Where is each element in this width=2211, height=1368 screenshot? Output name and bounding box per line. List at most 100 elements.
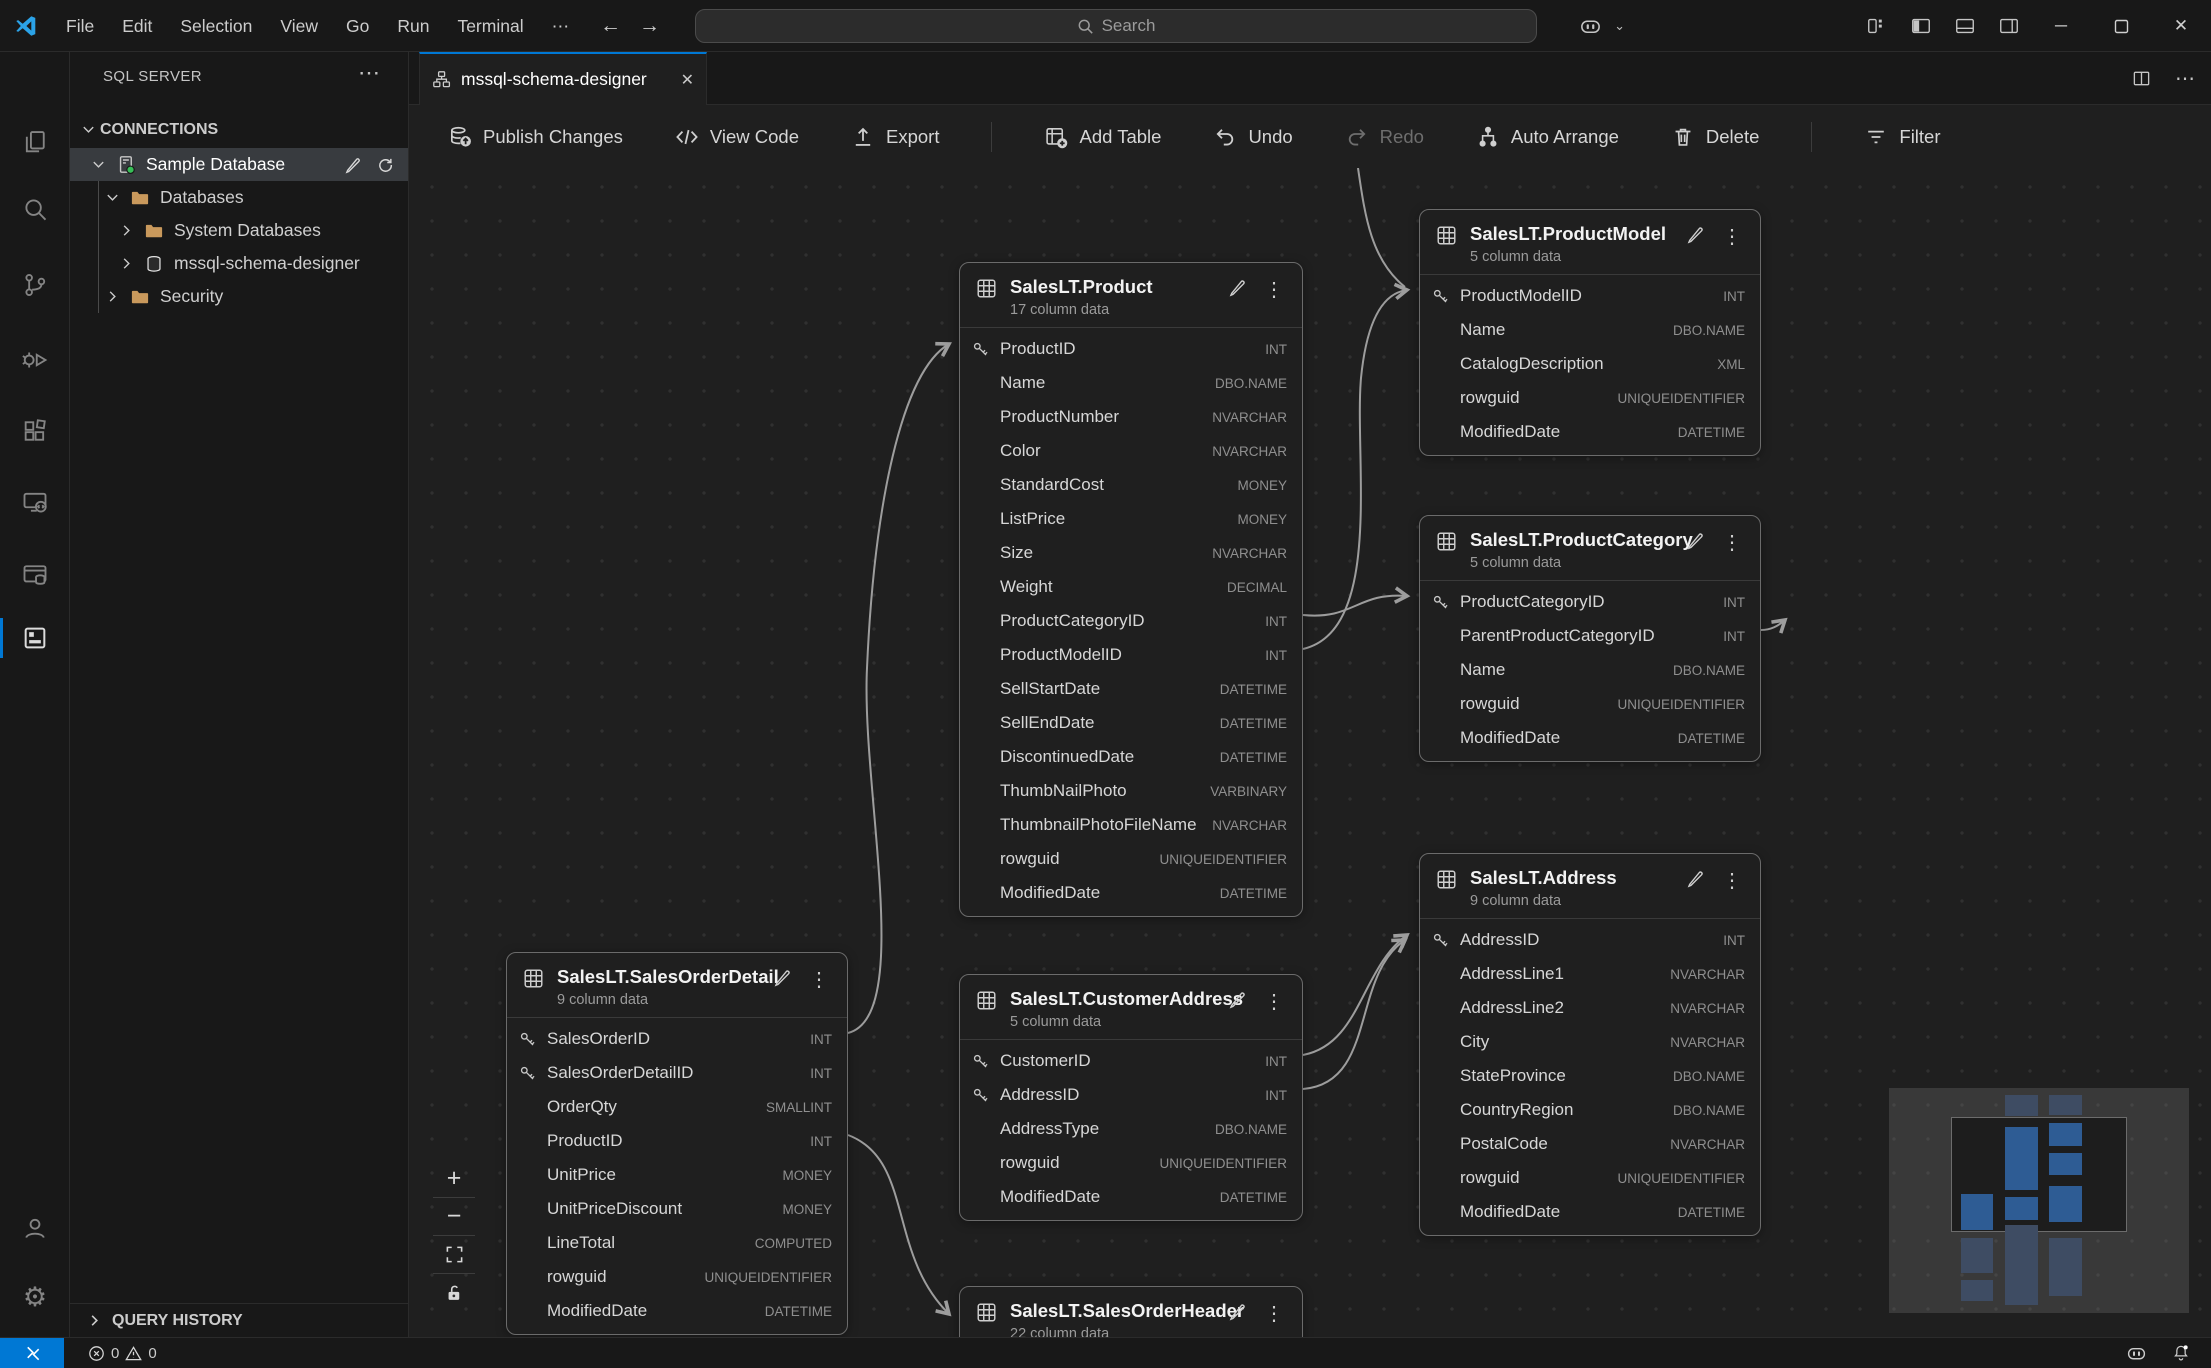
nav-forward-icon[interactable]: → xyxy=(639,14,660,37)
menu-file[interactable]: File xyxy=(66,15,95,36)
split-editor-icon[interactable] xyxy=(2132,69,2151,88)
connections-section-header[interactable]: CONNECTIONS xyxy=(70,113,408,146)
chevron-down-icon[interactable] xyxy=(100,190,124,205)
table-node-SalesLT.CustomerAddress[interactable]: SalesLT.CustomerAddress 5 column data ⋮ Cus… xyxy=(959,974,1303,1221)
menu-edit[interactable]: Edit xyxy=(122,15,153,36)
filter-button[interactable]: Filter xyxy=(1864,125,1941,149)
edit-table-icon[interactable] xyxy=(1686,531,1705,550)
column-row[interactable]: SellEndDate DATETIME xyxy=(960,706,1302,740)
column-row[interactable]: ModifiedDate DATETIME xyxy=(1420,1195,1760,1229)
column-row[interactable]: UnitPrice MONEY xyxy=(507,1158,847,1192)
table-menu-icon[interactable]: ⋮ xyxy=(1722,870,1742,892)
column-row[interactable]: rowguid UNIQUEIDENTIFIER xyxy=(960,1146,1302,1180)
column-row[interactable]: LineTotal COMPUTED xyxy=(507,1226,847,1260)
fit-view-button[interactable] xyxy=(433,1236,475,1274)
table-node-SalesLT.Product[interactable]: SalesLT.Product 17 column data ⋮ ProductID I… xyxy=(959,262,1303,917)
editor-more-actions-icon[interactable]: ⋯ xyxy=(2175,68,2195,90)
command-search-input[interactable]: Search xyxy=(695,9,1537,43)
auto-arrange-button[interactable]: Auto Arrange xyxy=(1476,125,1619,149)
column-row[interactable]: ThumbnailPhotoFileName NVARCHAR xyxy=(960,808,1302,842)
column-row[interactable]: ProductNumber NVARCHAR xyxy=(960,400,1302,434)
column-row[interactable]: OrderQty SMALLINT xyxy=(507,1090,847,1124)
table-menu-icon[interactable]: ⋮ xyxy=(1722,532,1742,554)
column-row[interactable]: Name DBO.NAME xyxy=(1420,313,1760,347)
customize-layout-icon[interactable] xyxy=(1855,0,1899,52)
tree-item-databases[interactable]: Databases xyxy=(70,181,408,214)
menu-run[interactable]: Run xyxy=(397,15,430,36)
table-menu-icon[interactable]: ⋮ xyxy=(809,969,829,991)
column-row[interactable]: ThumbNailPhoto VARBINARY xyxy=(960,774,1302,808)
zoom-out-button[interactable]: − xyxy=(433,1198,475,1236)
column-row[interactable]: Name DBO.NAME xyxy=(960,366,1302,400)
edit-table-icon[interactable] xyxy=(1228,278,1247,297)
delete-button[interactable]: Delete xyxy=(1671,125,1759,149)
column-row[interactable]: Name DBO.NAME xyxy=(1420,653,1760,687)
tree-item-system-databases[interactable]: System Databases xyxy=(70,214,408,247)
activity-schema-designer-icon[interactable] xyxy=(0,610,70,666)
activity-extensions-icon[interactable] xyxy=(0,403,70,459)
table-menu-icon[interactable]: ⋮ xyxy=(1264,279,1284,301)
copilot-status-icon[interactable] xyxy=(2126,1343,2147,1364)
column-row[interactable]: ModifiedDate DATETIME xyxy=(1420,415,1760,449)
window-maximize-button[interactable] xyxy=(2091,0,2151,52)
column-row[interactable]: AddressID INT xyxy=(1420,923,1760,957)
refresh-icon[interactable] xyxy=(376,156,394,174)
sidebar-more-actions-icon[interactable]: ⋯ xyxy=(358,60,380,85)
schema-diagram-canvas[interactable]: SalesLT.Product 17 column data ⋮ ProductID I… xyxy=(409,168,2211,1337)
table-menu-icon[interactable]: ⋮ xyxy=(1722,226,1742,248)
add-table-button[interactable]: Add Table xyxy=(1044,125,1161,149)
edit-table-icon[interactable] xyxy=(1228,990,1247,1009)
column-row[interactable]: rowguid UNIQUEIDENTIFIER xyxy=(960,842,1302,876)
tree-item-security[interactable]: Security xyxy=(70,280,408,313)
chevron-right-icon[interactable] xyxy=(100,289,124,304)
toggle-secondary-sidebar-icon[interactable] xyxy=(1987,0,2031,52)
column-row[interactable]: ProductModelID INT xyxy=(960,638,1302,672)
column-row[interactable]: SalesOrderDetailID INT xyxy=(507,1056,847,1090)
column-row[interactable]: AddressLine1 NVARCHAR xyxy=(1420,957,1760,991)
column-row[interactable]: PostalCode NVARCHAR xyxy=(1420,1127,1760,1161)
column-row[interactable]: City NVARCHAR xyxy=(1420,1025,1760,1059)
column-row[interactable]: AddressType DBO.NAME xyxy=(960,1112,1302,1146)
column-row[interactable]: Color NVARCHAR xyxy=(960,434,1302,468)
table-node-SalesLT.Address[interactable]: SalesLT.Address 9 column data ⋮ AddressID IN… xyxy=(1419,853,1761,1236)
activity-run-debug-icon[interactable] xyxy=(0,332,70,388)
activity-search-icon[interactable] xyxy=(0,182,70,238)
toggle-panel-icon[interactable] xyxy=(1943,0,1987,52)
edit-table-icon[interactable] xyxy=(1686,869,1705,888)
column-row[interactable]: DiscontinuedDate DATETIME xyxy=(960,740,1302,774)
lock-toggle-button[interactable] xyxy=(433,1274,475,1312)
column-row[interactable]: StateProvince DBO.NAME xyxy=(1420,1059,1760,1093)
column-row[interactable]: SellStartDate DATETIME xyxy=(960,672,1302,706)
zoom-in-button[interactable]: + xyxy=(433,1160,475,1198)
publish-changes-button[interactable]: Publish Changes xyxy=(448,125,623,149)
menu-terminal[interactable]: Terminal xyxy=(457,15,524,36)
column-row[interactable]: ProductID INT xyxy=(960,332,1302,366)
column-row[interactable]: rowguid UNIQUEIDENTIFIER xyxy=(1420,1161,1760,1195)
tab-close-icon[interactable]: ✕ xyxy=(680,71,694,89)
column-row[interactable]: ProductModelID INT xyxy=(1420,279,1760,313)
column-row[interactable]: ModifiedDate DATETIME xyxy=(1420,721,1760,755)
column-row[interactable]: ParentProductCategoryID INT xyxy=(1420,619,1760,653)
window-close-button[interactable]: ✕ xyxy=(2173,16,2189,35)
settings-gear-icon[interactable]: ⚙ xyxy=(22,1281,48,1312)
nav-back-icon[interactable]: ← xyxy=(600,14,621,37)
table-menu-icon[interactable]: ⋮ xyxy=(1264,1303,1284,1325)
undo-button[interactable]: Undo xyxy=(1213,125,1293,149)
table-node-SalesLT.SalesOrderHeader[interactable]: SalesLT.SalesOrderHeader 22 column data ⋮ xyxy=(959,1286,1303,1337)
problems-indicator[interactable]: 0 0 xyxy=(88,1345,157,1362)
chevron-down-icon[interactable] xyxy=(86,157,110,172)
toggle-primary-sidebar-icon[interactable] xyxy=(1899,0,1943,52)
column-row[interactable]: CountryRegion DBO.NAME xyxy=(1420,1093,1760,1127)
column-row[interactable]: rowguid UNIQUEIDENTIFIER xyxy=(507,1260,847,1294)
menu-view[interactable]: View xyxy=(280,15,318,36)
column-row[interactable]: ModifiedDate DATETIME xyxy=(960,1180,1302,1214)
menu-selection[interactable]: Selection xyxy=(180,15,253,36)
menu-go[interactable]: Go xyxy=(345,15,370,36)
window-minimize-button[interactable]: ─ xyxy=(2054,16,2068,35)
query-history-section-header[interactable]: QUERY HISTORY xyxy=(70,1303,408,1337)
column-row[interactable]: Weight DECIMAL xyxy=(960,570,1302,604)
column-row[interactable]: ModifiedDate DATETIME xyxy=(507,1294,847,1328)
column-row[interactable]: ProductID INT xyxy=(507,1124,847,1158)
edit-connection-icon[interactable] xyxy=(344,156,362,174)
tree-item-sample-database[interactable]: Sample Database xyxy=(70,148,408,181)
